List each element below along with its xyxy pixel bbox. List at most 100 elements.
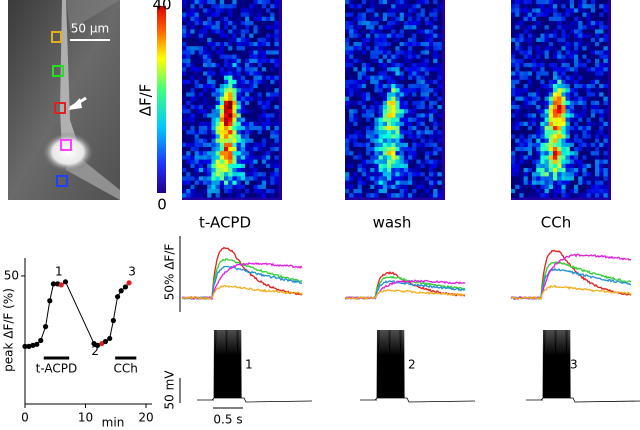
image-pixel — [429, 163, 434, 169]
image-pixel — [590, 96, 596, 101]
image-pixel — [599, 25, 604, 30]
image-pixel — [395, 54, 400, 59]
image-pixel — [240, 16, 246, 22]
image-pixel — [198, 117, 204, 122]
image-pixel — [582, 172, 587, 177]
image-pixel — [382, 37, 388, 43]
image-pixel — [253, 130, 258, 135]
image-pixel — [228, 79, 233, 85]
image-pixel — [590, 105, 596, 110]
image-pixel — [519, 134, 524, 139]
image-pixel — [274, 37, 279, 43]
image-pixel — [236, 67, 241, 72]
image-pixel — [416, 96, 421, 101]
image-pixel — [382, 79, 388, 85]
image-pixel — [578, 100, 583, 106]
image-pixel — [574, 4, 579, 9]
image-pixel — [361, 54, 367, 59]
image-pixel — [345, 176, 350, 181]
image-pixel — [408, 109, 413, 114]
image-pixel — [586, 134, 591, 139]
image-pixel — [270, 109, 275, 114]
image-pixel — [357, 92, 362, 97]
image-pixel — [416, 63, 421, 68]
image-pixel — [527, 63, 533, 68]
image-pixel — [565, 67, 570, 72]
image-pixel — [274, 176, 279, 181]
image-pixel — [374, 117, 379, 122]
image-pixel — [408, 184, 413, 190]
image-pixel — [378, 96, 383, 101]
image-pixel — [569, 96, 575, 101]
image-pixel — [224, 71, 229, 76]
image-pixel — [429, 126, 434, 131]
image-pixel — [249, 163, 254, 169]
image-pixel — [366, 176, 371, 181]
trace-label: 3 — [570, 358, 578, 372]
image-pixel — [424, 159, 430, 164]
image-pixel — [395, 63, 400, 68]
image-pixel — [245, 29, 250, 34]
image-pixel — [557, 79, 562, 85]
image-pixel — [586, 193, 591, 198]
image-pixel — [569, 12, 575, 17]
image-pixel — [349, 134, 354, 139]
image-pixel — [561, 0, 566, 5]
image-pixel — [574, 105, 579, 110]
image-pixel — [198, 121, 204, 127]
image-pixel — [603, 12, 608, 17]
image-pixel — [412, 54, 417, 59]
image-pixel — [366, 37, 371, 43]
image-pixel — [361, 42, 367, 47]
image-pixel — [399, 21, 404, 26]
image-pixel — [257, 12, 262, 17]
image-pixel — [437, 96, 442, 101]
image-pixel — [595, 184, 600, 190]
image-pixel — [391, 155, 396, 160]
image-pixel — [557, 117, 562, 122]
image-pixel — [190, 142, 195, 148]
image-pixel — [536, 0, 541, 5]
image-pixel — [574, 134, 579, 139]
image-pixel — [540, 134, 545, 139]
image-pixel — [536, 155, 541, 160]
image-pixel — [540, 113, 545, 118]
image-pixel — [511, 147, 516, 152]
image-pixel — [429, 130, 434, 135]
image-pixel — [236, 147, 241, 152]
image-pixel — [532, 109, 537, 114]
image-pixel — [553, 33, 558, 38]
image-pixel — [253, 75, 258, 80]
image-pixel — [603, 142, 608, 148]
image-pixel — [565, 193, 570, 198]
image-pixel — [536, 71, 541, 76]
image-pixel — [228, 96, 233, 101]
image-pixel — [357, 151, 362, 156]
image-pixel — [586, 126, 591, 131]
image-pixel — [408, 67, 413, 72]
image-pixel — [569, 130, 575, 135]
image-pixel — [511, 21, 516, 26]
image-pixel — [361, 100, 367, 106]
image-pixel — [345, 50, 350, 55]
image-pixel — [515, 121, 520, 127]
image-pixel — [366, 33, 371, 38]
image-pixel — [257, 37, 262, 43]
image-pixel — [357, 63, 362, 68]
image-pixel — [433, 37, 438, 43]
image-pixel — [182, 109, 187, 114]
image-pixel — [382, 67, 388, 72]
image-pixel — [203, 37, 208, 43]
image-pixel — [198, 75, 204, 80]
image-pixel — [429, 105, 434, 110]
image-pixel — [557, 105, 562, 110]
image-pixel — [349, 151, 354, 156]
image-pixel — [198, 159, 204, 164]
image-pixel — [361, 25, 367, 30]
image-pixel — [403, 46, 409, 51]
image-pixel — [366, 54, 371, 59]
image-pixel — [519, 96, 524, 101]
image-pixel — [523, 172, 528, 177]
image-pixel — [603, 4, 608, 9]
image-pixel — [429, 16, 434, 22]
